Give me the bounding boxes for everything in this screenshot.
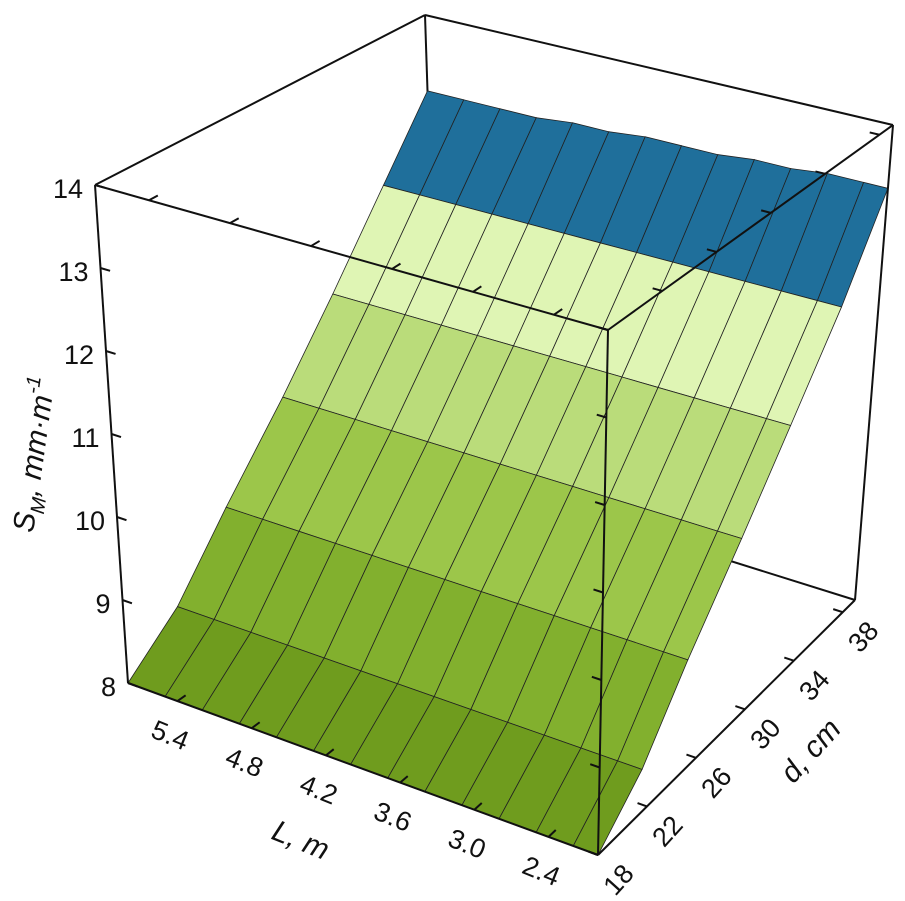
x-tick-label: 3.6 [370,796,416,838]
x-tick [391,262,402,270]
z-tick [598,326,609,331]
z-tick [100,267,111,272]
z-label-main: S [7,510,42,534]
x-tick [399,775,409,784]
z-tick [105,350,116,355]
x-tick-label: 2.4 [518,850,564,892]
box-edge [854,124,894,601]
z-tick-label: 10 [75,506,105,536]
y-tick [869,131,880,136]
x-tick [472,285,482,293]
x-axis-label: L, m [267,814,333,866]
z-tick-label: 13 [58,257,88,287]
y-axis-label: d, cm [774,713,848,790]
x-tick [553,308,563,316]
z-tick [589,763,600,769]
z-tick [116,516,127,522]
y-tick [815,170,826,175]
z-label-sup: -1 [22,375,46,396]
y-tick [832,608,844,614]
x-tick [473,802,483,811]
x-tick-label: 5.4 [147,714,193,756]
z-tick [127,682,138,688]
z-tick-label: 9 [95,589,110,619]
x-tick [176,694,187,702]
y-tick [783,656,795,662]
z-label-rest: , mm·m [12,393,59,498]
y-tick-label: 38 [842,616,884,658]
x-tick [229,217,240,225]
box-edge [127,682,599,856]
x-tick [251,721,261,730]
z-tick-label: 8 [101,672,116,702]
y-tick [686,753,697,759]
z-tick [593,588,604,594]
z-tick-label: 14 [53,174,83,204]
z-label-sub: M [27,496,51,516]
y-tick-label: 34 [793,664,835,706]
z-tick-label: 11 [71,423,99,453]
y-tick-label: 18 [597,859,639,901]
y-tick [760,209,772,214]
z-tick [591,675,602,681]
y-tick-label: 22 [646,810,688,852]
z-tick [111,433,122,439]
box-edge [424,14,894,126]
y-tick [637,802,648,808]
x-tick-label: 4.2 [296,769,342,811]
box-edge [94,14,426,186]
box-edge [597,599,856,856]
x-tick [547,829,557,838]
y-tick [652,287,663,292]
z-axis-label: SM, mm·m-1 [3,375,68,536]
x-tick-label: 3.0 [444,823,490,865]
x-tick [148,194,159,202]
surface [127,90,889,856]
z-tick [122,599,133,605]
z-tick [94,184,105,189]
x-tick [310,240,321,247]
x-tick [325,748,335,757]
z-tick [596,413,607,419]
z-tick [588,850,599,856]
y-tick-label: 26 [695,761,737,803]
box-edge [607,124,894,331]
z-tick-label: 12 [64,340,94,370]
y-tick [735,705,746,711]
z-tick [594,501,605,506]
y-tick-label: 30 [744,713,786,755]
x-tick-label: 4.8 [221,742,267,784]
y-tick [706,248,717,253]
box-edge [94,184,609,331]
box-front [94,14,894,856]
